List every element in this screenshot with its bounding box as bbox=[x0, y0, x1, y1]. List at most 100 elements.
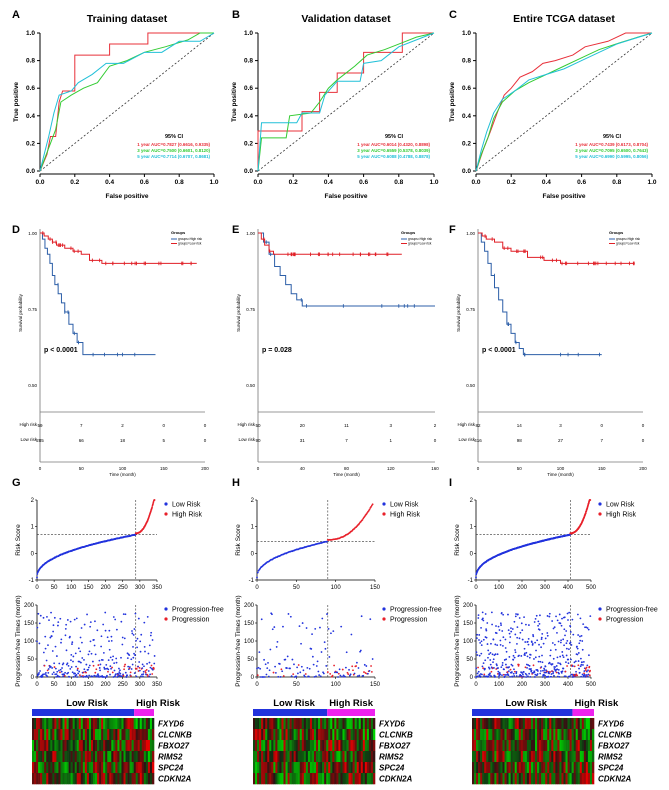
pfs-point-free bbox=[46, 675, 49, 678]
pfs-point-free bbox=[586, 627, 589, 629]
legend-label: Progression-free bbox=[606, 607, 658, 614]
heatmap-cell bbox=[364, 751, 368, 763]
pfs-point-progression bbox=[297, 664, 300, 666]
pfs-point-free bbox=[52, 630, 55, 633]
pfs-point-free bbox=[504, 675, 506, 678]
pfs-point-free bbox=[587, 673, 590, 676]
legend-label: groups=Low risk bbox=[408, 242, 432, 246]
heatmap-cell bbox=[510, 740, 513, 752]
pfs-point-free bbox=[38, 642, 41, 645]
heatmap-cell bbox=[137, 740, 141, 752]
pfs-point-free bbox=[505, 663, 507, 666]
bar-label-low: Low Risk bbox=[273, 698, 315, 709]
legend-dot bbox=[382, 607, 386, 611]
x-tick-label: 200 bbox=[517, 682, 528, 688]
heatmap-cell bbox=[113, 740, 116, 752]
pfs-point-free bbox=[510, 630, 513, 633]
heatmap-cell bbox=[528, 751, 532, 763]
y-tick-label: 200 bbox=[24, 603, 35, 609]
heatmap-cell bbox=[70, 729, 73, 741]
pfs-point-free bbox=[561, 651, 564, 653]
heatmap-cell bbox=[533, 773, 536, 785]
heatmap-cell bbox=[334, 718, 337, 730]
heatmap-cell bbox=[591, 718, 595, 730]
risk-point-low bbox=[256, 571, 259, 574]
heatmap-cell bbox=[277, 740, 280, 752]
heatmap-cell bbox=[500, 751, 503, 763]
y-tick-label: 150 bbox=[24, 621, 35, 627]
gene-label: CDKN2A bbox=[158, 774, 192, 783]
heatmap-cell bbox=[318, 740, 321, 752]
pfs-point-free bbox=[480, 626, 482, 629]
heatmap-cell bbox=[279, 773, 282, 785]
heatmap-cell bbox=[346, 729, 349, 741]
heatmap-cell bbox=[338, 729, 341, 741]
heatmap-cell bbox=[504, 729, 507, 741]
heatmap-cell bbox=[76, 718, 80, 730]
pfs-point-free bbox=[110, 635, 113, 638]
heatmap-cell bbox=[52, 718, 55, 730]
heatmap-cell bbox=[283, 729, 286, 741]
heatmap-cell bbox=[328, 762, 331, 774]
pfs-point-free bbox=[570, 658, 572, 661]
pfs-point-free bbox=[75, 674, 78, 676]
heatmap-cell bbox=[518, 718, 522, 730]
pfs-point-free bbox=[263, 676, 266, 678]
heatmap-cell bbox=[354, 718, 357, 730]
heatmap-cell bbox=[372, 718, 376, 730]
heatmap-cell bbox=[56, 729, 59, 741]
pfs-point-free bbox=[87, 668, 89, 671]
heatmap-cell bbox=[522, 740, 526, 752]
heatmap-cell bbox=[551, 751, 554, 763]
auc-label: 1 year AUC=0.7439 (0.6173, 0.8704) bbox=[575, 142, 648, 147]
heatmap-cell bbox=[366, 751, 370, 763]
risk-table-count: 0 bbox=[162, 423, 165, 428]
heatmap-cell bbox=[52, 740, 55, 752]
y-tick-label: 1 bbox=[470, 525, 474, 531]
pfs-point-free bbox=[36, 626, 39, 629]
heatmap-cell bbox=[97, 729, 100, 741]
y-axis-label: True positive bbox=[231, 82, 238, 122]
pfs-point-free bbox=[538, 628, 541, 631]
pfs-point-free bbox=[54, 645, 57, 648]
pfs-point-free bbox=[88, 674, 91, 677]
heatmap-cell bbox=[492, 718, 495, 730]
heatmap-cell bbox=[478, 718, 481, 730]
heatmap-cell bbox=[95, 718, 98, 730]
pfs-point-free bbox=[541, 654, 543, 657]
pfs-point-free bbox=[549, 649, 552, 652]
pfs-point-free bbox=[528, 624, 530, 626]
pfs-point-progression bbox=[82, 671, 85, 674]
legend-dot bbox=[382, 502, 386, 506]
heatmap-cell bbox=[539, 729, 542, 741]
pfs-point-free bbox=[559, 622, 562, 625]
gene-label: SPC24 bbox=[598, 763, 624, 772]
heatmap-cell bbox=[504, 762, 507, 774]
heatmap-cell bbox=[549, 718, 552, 730]
pfs-point-free bbox=[121, 675, 123, 678]
pfs-point-free bbox=[518, 617, 521, 619]
heatmap-cell bbox=[370, 718, 374, 730]
heatmap-cell bbox=[149, 718, 153, 730]
pfs-point-free bbox=[50, 635, 53, 638]
y-tick-label: 0 bbox=[251, 551, 255, 557]
pfs-point-progression bbox=[292, 673, 295, 676]
heatmap-cell bbox=[577, 740, 581, 752]
pfs-point-free bbox=[505, 658, 508, 661]
pfs-point-free bbox=[78, 660, 81, 663]
heatmap-cell bbox=[291, 729, 294, 741]
pfs-point-free bbox=[478, 634, 481, 636]
pfs-point-free bbox=[37, 612, 40, 615]
x-tick-label: 100 bbox=[494, 682, 505, 688]
pfs-point-free bbox=[554, 666, 557, 668]
heatmap-cell bbox=[259, 762, 262, 774]
pfs-point-free bbox=[308, 675, 310, 678]
heatmap-cell bbox=[271, 740, 274, 752]
heatmap-cell bbox=[307, 773, 311, 785]
pfs-point-free bbox=[332, 630, 335, 633]
pfs-point-free bbox=[336, 671, 339, 674]
pfs-point-free bbox=[559, 641, 562, 644]
heatmap-cell bbox=[535, 740, 538, 752]
heatmap-cell bbox=[496, 718, 499, 730]
heatmap-cell bbox=[269, 740, 272, 752]
